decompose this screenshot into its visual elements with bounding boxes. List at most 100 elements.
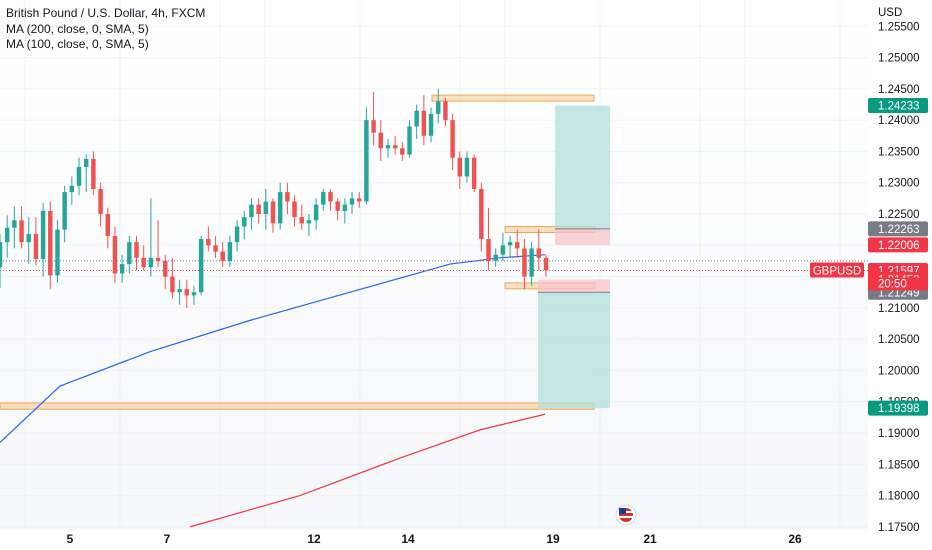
flag-stripe: [619, 516, 633, 518]
price-tag: [868, 221, 928, 237]
price-tag: [868, 237, 928, 253]
candle-body: [91, 158, 96, 189]
symbol-tag: [810, 262, 864, 278]
price-tag-label: 1.22006: [878, 240, 920, 252]
candle-body: [163, 260, 168, 277]
candle-body: [148, 257, 154, 268]
price-tick-label: 1.19000: [878, 428, 920, 440]
candle-body: [177, 289, 182, 293]
candle-body: [443, 101, 448, 121]
candle-body: [457, 157, 463, 177]
price-tick-label: 1.18000: [878, 491, 920, 503]
candle-body: [119, 264, 125, 274]
price-tick-label: 1.23500: [878, 146, 920, 158]
candle-body: [170, 276, 175, 293]
candle-body: [105, 214, 110, 236]
candle-body: [321, 192, 326, 205]
candle-body: [500, 245, 506, 255]
candle-body: [220, 251, 225, 261]
price-tick-label: 1.20000: [878, 365, 920, 377]
candle-body: [414, 110, 419, 127]
candle-body: [69, 185, 75, 193]
price-tag-label: 1.19398: [878, 403, 920, 415]
countdown-label: 20:50: [878, 279, 907, 291]
candle-body: [62, 192, 67, 230]
price-tick-label: 1.24000: [878, 115, 920, 127]
candle-body: [299, 217, 304, 224]
candle-body: [256, 204, 261, 215]
candle-body: [112, 235, 118, 274]
price-tick-label: 1.20500: [878, 334, 920, 346]
symbol-tag-label: GBPUSD: [813, 266, 862, 278]
candle-body: [543, 257, 549, 271]
candle-body: [507, 242, 513, 246]
candle-body: [277, 192, 283, 224]
short-position-profit-area: [555, 105, 610, 229]
us-flag-icon: [615, 504, 637, 526]
candle-body: [342, 204, 348, 211]
candle-body: [234, 226, 240, 243]
candle-body: [33, 234, 39, 260]
time-tick-label: 7: [164, 532, 171, 546]
candle-body: [522, 248, 527, 277]
candle-body: [486, 239, 491, 261]
candle-body: [270, 201, 276, 224]
price-tick-label: 1.24500: [878, 84, 920, 96]
candle-body: [436, 101, 441, 114]
candle-body: [400, 148, 405, 155]
candle-body: [0, 242, 3, 268]
time-tick-label: 5: [67, 532, 74, 546]
candle-body: [184, 289, 190, 296]
candle-body: [127, 242, 132, 265]
candle-body: [98, 188, 103, 215]
countdown-tag: [868, 277, 928, 291]
candle-body: [19, 220, 24, 243]
candle-body: [306, 220, 312, 224]
candle-body: [464, 157, 470, 177]
price-tick-label: 1.22500: [878, 209, 920, 221]
time-axis-bg: [0, 530, 932, 550]
time-tick-label: 14: [401, 532, 415, 546]
candle-body: [335, 201, 340, 211]
price-tag: [868, 98, 928, 114]
chart-legend: British Pound / U.S. Dollar, 4h, FXCM MA…: [6, 6, 205, 53]
candle-body: [371, 120, 376, 133]
candle-body: [227, 242, 233, 261]
candle-body: [364, 120, 369, 202]
ma100-line: [0, 254, 546, 443]
candle-body: [263, 201, 269, 215]
candle-body: [529, 248, 534, 277]
candle-body: [134, 242, 139, 258]
supply-demand-zone: [0, 402, 595, 410]
legend-ma200: MA (200, close, 0, SMA, 5): [6, 21, 149, 36]
candle-body: [285, 192, 290, 202]
candle-body: [292, 201, 297, 218]
legend-title: British Pound / U.S. Dollar, 4h, FXCM: [6, 6, 206, 20]
price-tick-label: 1.18500: [878, 459, 920, 471]
candle-body: [471, 157, 477, 189]
candle-body: [421, 110, 427, 136]
candle-body: [213, 245, 218, 252]
candle-body: [328, 192, 333, 202]
long-position-profit-area: [538, 292, 610, 409]
price-tag: [868, 400, 928, 416]
short-position-stop-area: [555, 228, 610, 245]
candle-body: [76, 167, 82, 186]
time-tick-label: 12: [307, 532, 321, 546]
candle-body: [198, 239, 204, 293]
candle-body: [141, 257, 146, 268]
candle-body: [450, 120, 455, 158]
currency-label: USD: [878, 7, 902, 19]
candle-body: [407, 126, 412, 155]
candle-body: [493, 254, 498, 261]
supply-demand-zone: [431, 94, 595, 102]
candle-body: [48, 210, 53, 276]
candle-body: [26, 234, 31, 243]
candle-body: [515, 242, 520, 249]
candle-body: [479, 188, 484, 240]
time-tick-label: 19: [546, 532, 560, 546]
candle-body: [536, 248, 542, 258]
price-tag-label: 1.22263: [878, 224, 920, 236]
